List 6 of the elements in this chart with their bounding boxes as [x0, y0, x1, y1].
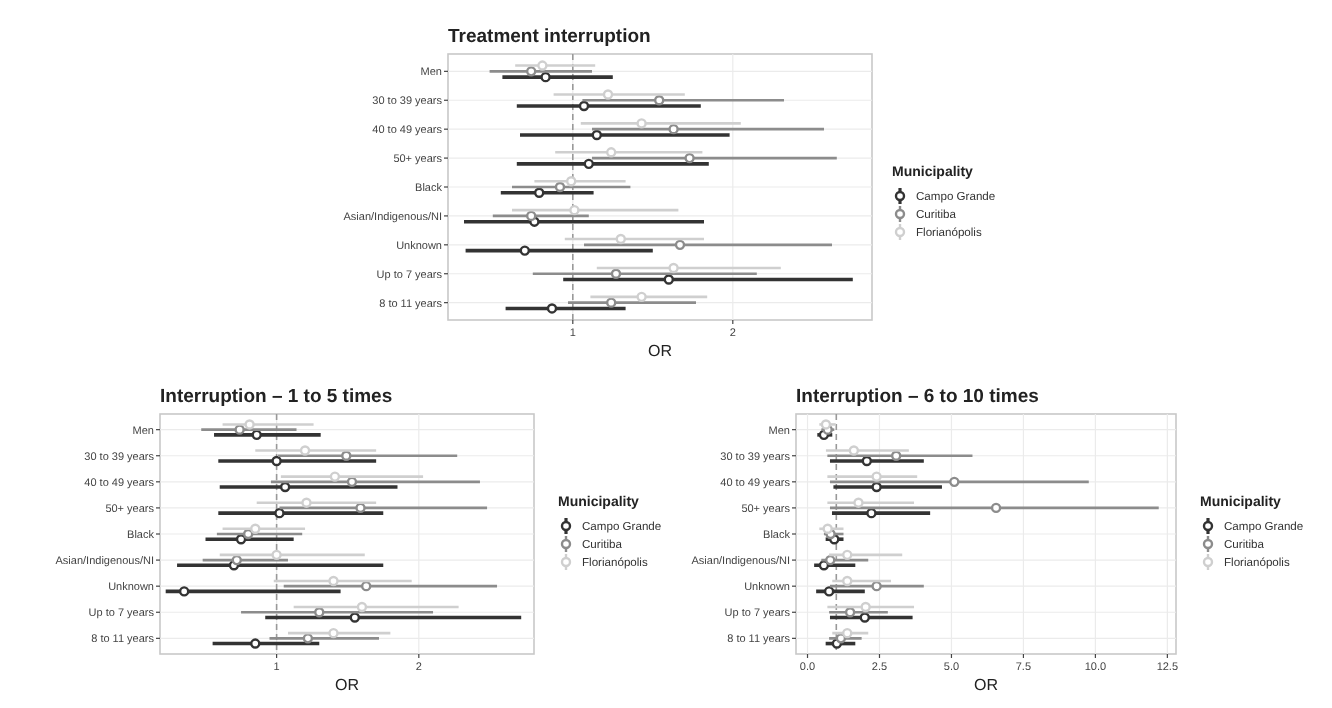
x-axis-title: OR: [648, 342, 673, 360]
x-axis-title: OR: [335, 676, 360, 694]
chart-title: Interruption – 6 to 10 times: [796, 386, 1039, 408]
chart-title: Treatment interruption: [448, 26, 652, 48]
x-axis-title: OR: [974, 676, 999, 694]
chart-title: Interruption – 1 to 5 times: [160, 386, 393, 408]
